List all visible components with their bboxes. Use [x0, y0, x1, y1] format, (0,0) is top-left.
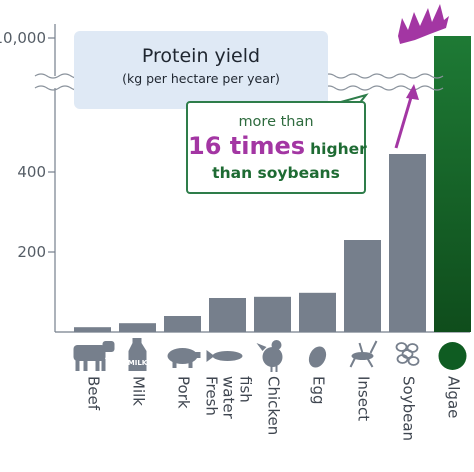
arrow-head-icon	[406, 84, 419, 100]
pig-icon	[167, 348, 201, 368]
bar-pork	[164, 316, 201, 332]
callout-arrow	[394, 93, 414, 149]
fish-icon	[206, 350, 243, 362]
chicken-icon	[256, 340, 283, 372]
bar-fresh-water-fish	[209, 298, 246, 332]
callout-line2: 16 times higher	[188, 132, 367, 160]
category-labels: Beef Milk Pork Fresh water fish Chicken Egg Inse…	[85, 376, 463, 441]
category-label: Fresh	[203, 376, 221, 416]
callout-line3: than soybeans	[212, 164, 340, 182]
category-label: Beef	[85, 376, 103, 411]
bar-algae	[434, 36, 471, 332]
egg-icon	[308, 346, 327, 368]
category-label: Milk	[130, 376, 148, 406]
callout-line1: more than	[238, 114, 314, 130]
category-label: Egg	[310, 376, 328, 405]
cow-icon	[73, 341, 115, 371]
category-label: fish	[237, 376, 255, 403]
bars-layer	[74, 36, 471, 332]
milk-carton-icon: MILK	[128, 338, 148, 371]
chart-title: Protein yield	[141, 45, 261, 67]
category-label: Chicken	[265, 376, 283, 435]
y-tick-label: 400	[17, 163, 46, 181]
category-label: Insect	[355, 376, 373, 421]
chart-title-box: Protein yield (kg per hectare per year)	[74, 31, 328, 109]
y-tick-label: 10,000	[0, 29, 46, 47]
bar-egg	[299, 292, 336, 332]
break-burst-icon	[398, 4, 449, 44]
category-label: Algae	[445, 376, 463, 418]
annotation-callout: more than 16 times higher than soybeans	[186, 101, 367, 194]
insect-icon	[349, 340, 378, 368]
y-tick-label: 200	[17, 243, 46, 261]
soybean-icon	[395, 342, 420, 366]
bar-beef	[74, 327, 111, 332]
svg-text:MILK: MILK	[128, 359, 148, 367]
icons-layer: MILK	[73, 338, 467, 372]
bar-milk	[119, 323, 156, 332]
bar-soybean	[389, 154, 426, 332]
category-label: Soybean	[400, 376, 418, 441]
category-label: water	[220, 376, 238, 420]
callout-higher: higher	[310, 140, 367, 158]
algae-circle-icon	[438, 342, 467, 370]
bar-insect	[344, 240, 381, 332]
bar-chicken	[254, 296, 291, 332]
category-label: Pork	[175, 376, 193, 409]
callout-highlight: 16 times	[188, 132, 306, 160]
chart-subtitle: (kg per hectare per year)	[122, 71, 280, 86]
